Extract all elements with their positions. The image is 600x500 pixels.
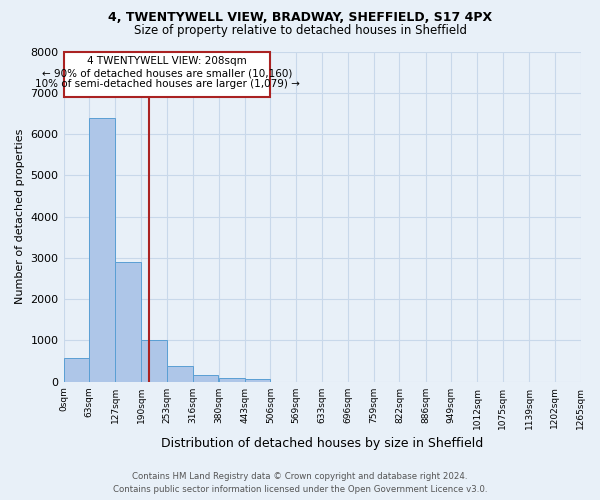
Bar <box>64 358 89 382</box>
Bar <box>219 378 245 382</box>
X-axis label: Distribution of detached houses by size in Sheffield: Distribution of detached houses by size … <box>161 437 483 450</box>
Text: 10% of semi-detached houses are larger (1,079) →: 10% of semi-detached houses are larger (… <box>35 78 299 88</box>
Bar <box>245 379 271 382</box>
Bar <box>167 366 193 382</box>
Bar <box>141 340 167 382</box>
Bar <box>115 262 141 382</box>
Text: 4 TWENTYWELL VIEW: 208sqm: 4 TWENTYWELL VIEW: 208sqm <box>87 56 247 66</box>
Bar <box>193 375 218 382</box>
Bar <box>89 118 115 382</box>
Text: Contains HM Land Registry data © Crown copyright and database right 2024.
Contai: Contains HM Land Registry data © Crown c… <box>113 472 487 494</box>
Text: ← 90% of detached houses are smaller (10,160): ← 90% of detached houses are smaller (10… <box>42 68 292 78</box>
Text: Size of property relative to detached houses in Sheffield: Size of property relative to detached ho… <box>133 24 467 37</box>
FancyBboxPatch shape <box>64 52 270 97</box>
Text: 4, TWENTYWELL VIEW, BRADWAY, SHEFFIELD, S17 4PX: 4, TWENTYWELL VIEW, BRADWAY, SHEFFIELD, … <box>108 11 492 24</box>
Y-axis label: Number of detached properties: Number of detached properties <box>15 129 25 304</box>
